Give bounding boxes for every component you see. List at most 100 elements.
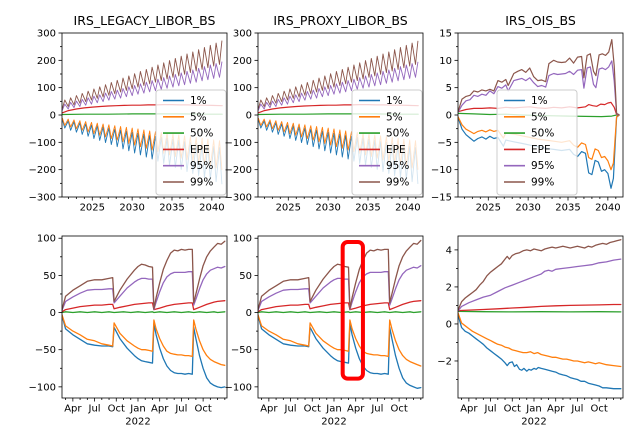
- series-group: [458, 239, 622, 390]
- series-line-1pct: [62, 314, 226, 389]
- series-line-99pct: [62, 40, 223, 109]
- x-tick-label: Jan: [129, 404, 145, 415]
- x-tick-label: Jan: [325, 404, 341, 415]
- series-line-5pct: [258, 314, 422, 367]
- y-tick-label: −15: [431, 193, 452, 204]
- legend-label: 50%: [531, 128, 554, 140]
- x-tick-label: 2040: [395, 203, 420, 214]
- series-line-99pct: [458, 38, 620, 116]
- axes-background: [62, 236, 227, 398]
- axes-frame: [457, 235, 624, 399]
- y-tick-label: 100: [37, 83, 56, 94]
- series-line-95pct: [62, 265, 226, 311]
- series-group: [258, 239, 422, 389]
- legend-label: EPE: [531, 144, 551, 156]
- series-line-50pct: [62, 311, 226, 314]
- series-line-99pct: [458, 239, 622, 311]
- highlight-rect: [340, 239, 365, 381]
- y-tick-label: 100: [37, 234, 56, 245]
- y-tick-label: −50: [35, 345, 56, 356]
- y-tick-label: 300: [37, 29, 56, 40]
- legend-label: 5%: [531, 111, 548, 123]
- y-tick-label: 50: [239, 271, 252, 282]
- y-tick-label: 10: [439, 56, 452, 67]
- series-line-EPE: [458, 303, 622, 312]
- y-tick-label: 4: [446, 245, 452, 256]
- subplot-proxy-libor-zoom: Apr Jul Oct Jan Apr Jul Oct 100 50 0 −50 −100 2022: [225, 234, 424, 428]
- chart-title: IRS_LEGACY_LIBOR_BS: [74, 13, 216, 28]
- series-group: [62, 240, 226, 389]
- y-tick-label: 15: [439, 29, 452, 40]
- series-line-1pct: [258, 314, 422, 389]
- series-line-95pct: [62, 61, 223, 111]
- axes-frame: [257, 235, 424, 399]
- series-line-99pct: [258, 40, 419, 109]
- legend-label: 50%: [190, 128, 213, 140]
- legend-label: 99%: [531, 177, 554, 189]
- y-tick-label: 100: [233, 83, 252, 94]
- series-line-95pct: [458, 258, 622, 312]
- legend-label: 1%: [386, 95, 403, 107]
- x-tick-label: 2025: [276, 203, 301, 214]
- legend-label: 95%: [531, 160, 554, 172]
- axes-frame: [61, 32, 228, 198]
- legend-label: 5%: [190, 111, 207, 123]
- series-line-EPE: [258, 300, 422, 313]
- x-tick-label: 2025: [476, 203, 501, 214]
- axes-frame: [457, 32, 624, 198]
- y-tick-label: 100: [233, 234, 252, 245]
- y-tick-label: 0: [446, 319, 452, 330]
- x-tick-label: Jul: [174, 404, 187, 415]
- x-tick-label: 2035: [555, 203, 580, 214]
- y-tick-label: 0: [50, 111, 56, 122]
- legend-label: 95%: [386, 160, 409, 172]
- y-tick-label: −300: [29, 193, 56, 204]
- x-tick-label: Oct: [108, 404, 125, 415]
- y-tick-label: −100: [225, 382, 252, 393]
- series-line-5pct: [62, 314, 226, 366]
- y-tick-label: −100: [225, 138, 252, 149]
- y-tick-label: 5: [446, 83, 452, 94]
- legend: 1% 5% 50% EPE 95% 99%: [351, 89, 423, 196]
- x-tick-label: 2035: [159, 203, 184, 214]
- legend-label: 99%: [190, 177, 213, 189]
- x-tick-label: 2030: [119, 203, 144, 214]
- y-tick-label: −100: [29, 382, 56, 393]
- y-tick-label: 0: [446, 111, 452, 122]
- x-axis-year-label: 2022: [125, 417, 150, 428]
- legend-label: 5%: [386, 111, 403, 123]
- y-tick-label: −200: [29, 165, 56, 176]
- y-tick-label: 2: [446, 282, 452, 293]
- x-tick-label: Jul: [484, 404, 497, 415]
- x-axis-year-label: 2022: [321, 417, 346, 428]
- chart-title: IRS_OIS_BS: [505, 13, 576, 28]
- legend: 1% 5% 50% EPE 95% 99%: [155, 89, 227, 196]
- subplot-legacy-libor-zoom: Apr Jul Oct Jan Apr Jul Oct 100 50 0 −50 −100 2022: [29, 234, 228, 428]
- x-tick-label: Jul: [284, 404, 297, 415]
- x-tick-label: Oct: [390, 404, 407, 415]
- series-line-EPE: [62, 300, 226, 313]
- x-tick-label: Jul: [88, 404, 101, 415]
- subplot-irs-ois-bs: 2025 2030 2035 2040 15 10 5 0 −5 −10 −15 IRS_OIS_BS…: [431, 13, 624, 214]
- x-tick-label: 2030: [315, 203, 340, 214]
- y-tick-label: 300: [233, 29, 252, 40]
- legend-label: EPE: [386, 144, 406, 156]
- y-tick-label: −300: [225, 193, 252, 204]
- x-tick-label: Oct: [504, 404, 521, 415]
- series-line-99pct: [62, 240, 226, 311]
- series-line-95pct: [258, 61, 419, 111]
- y-tick-label: −50: [231, 345, 252, 356]
- x-tick-label: Oct: [194, 404, 211, 415]
- series-line-50pct: [258, 311, 422, 314]
- axes-frame: [61, 235, 228, 399]
- y-tick-label: 0: [246, 308, 252, 319]
- legend-label: 1%: [190, 95, 207, 107]
- series-line-95pct: [458, 60, 620, 116]
- legend-label: 99%: [386, 177, 409, 189]
- series-line-50pct: [458, 310, 622, 313]
- x-tick-label: Jan: [525, 404, 541, 415]
- subplot-ois-zoom: Apr Jul Oct Jan Apr Jul Oct 4 2 0 −2 2022: [437, 235, 624, 428]
- series-line-95pct: [258, 265, 422, 311]
